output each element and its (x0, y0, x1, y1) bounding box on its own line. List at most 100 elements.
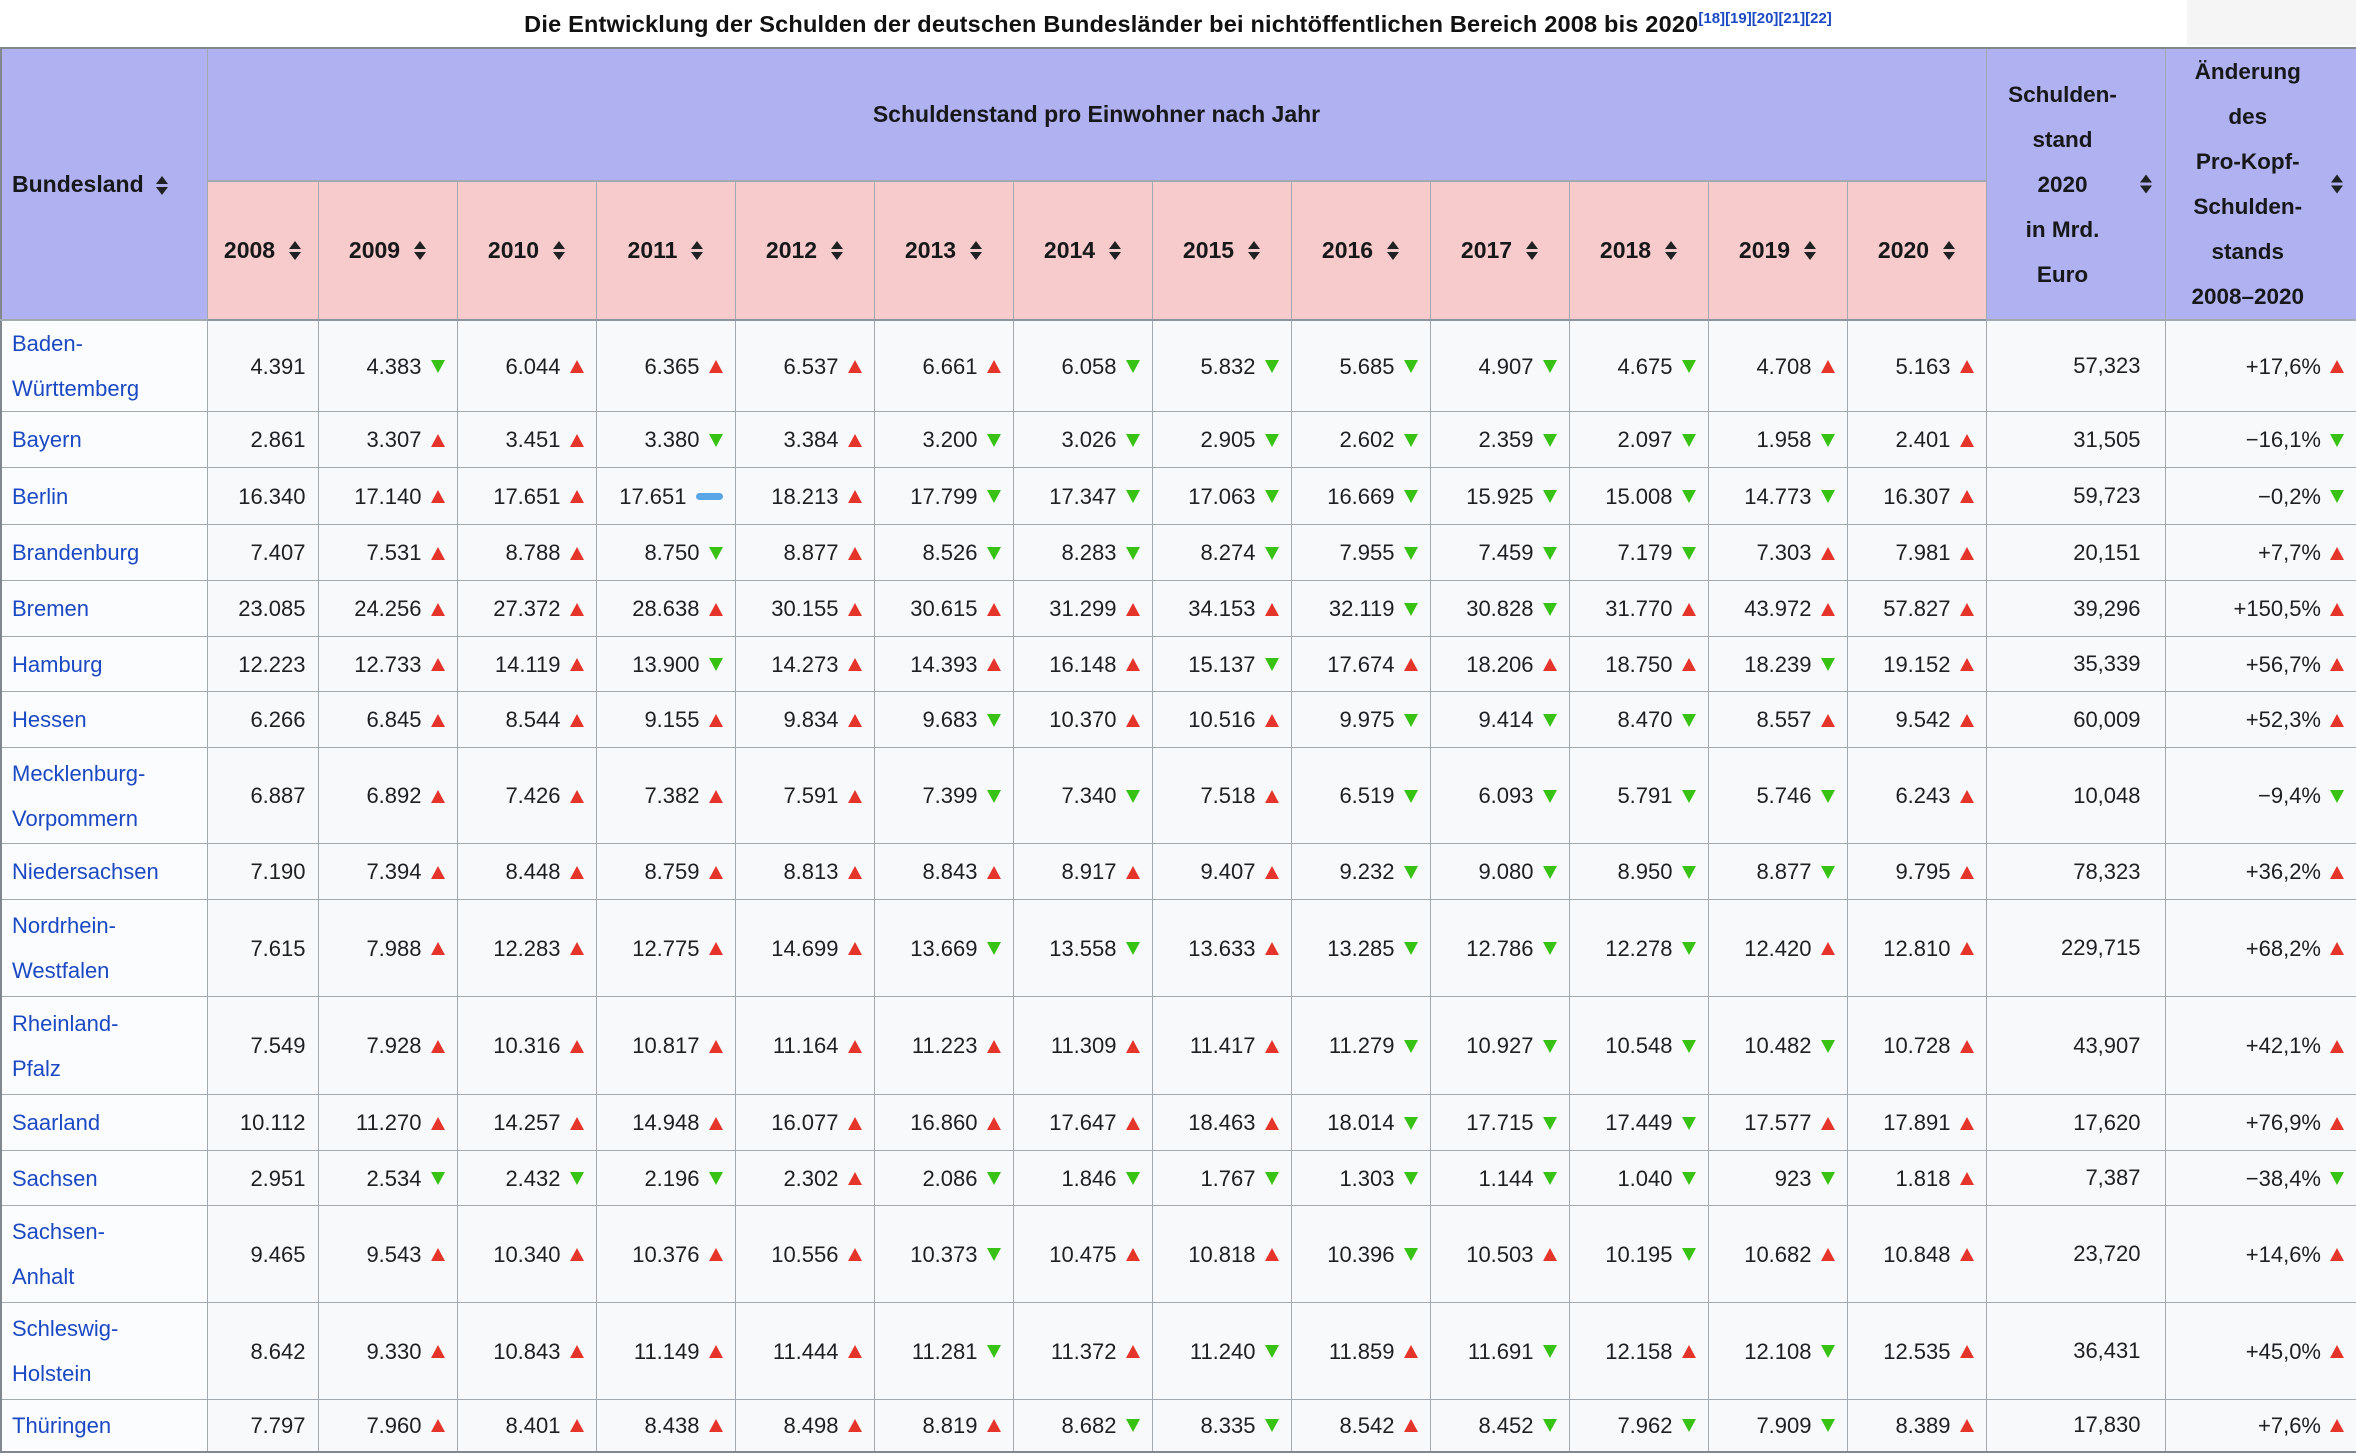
debt-cell-2019: 43.972 (1707, 580, 1848, 637)
column-header-2017[interactable]: 2017 (1429, 180, 1570, 321)
debt-value: 12.158 (1605, 1338, 1673, 1364)
up-trend-icon (847, 1248, 862, 1262)
bundesland-link[interactable]: Niedersachsen (12, 859, 159, 884)
column-header-2013[interactable]: 2013 (873, 180, 1014, 321)
bundesland-link[interactable]: Saarland (12, 1110, 101, 1135)
reference-link[interactable]: [20] (1751, 9, 1779, 27)
column-header-2020[interactable]: 2020 (1846, 180, 1987, 321)
debt-cell-2008: 2.861 (206, 411, 319, 468)
bundesland-link[interactable]: Rheinland- Pfalz (12, 1010, 119, 1081)
down-trend-icon (1125, 1172, 1140, 1186)
bundesland-link[interactable]: Nordrhein- Westfalen (12, 913, 116, 983)
debt-cell-2010: 6.044 (456, 319, 597, 412)
bundesland-header-label: Bundesland (12, 170, 144, 197)
debt-value: 13.669 (910, 935, 978, 961)
debt-value: 11.149 (633, 1338, 700, 1364)
down-trend-icon (1125, 546, 1140, 560)
column-header-2014[interactable]: 2014 (1012, 180, 1153, 321)
debt-cell-2015: 8.335 (1151, 1399, 1292, 1452)
bundesland-link[interactable]: Hamburg (12, 651, 103, 677)
column-header-2019[interactable]: 2019 (1707, 180, 1848, 321)
column-header-debt-2020[interactable]: Schulden- stand 2020 in Mrd. Euro (1985, 47, 2166, 321)
bundesland-link[interactable]: Sachsen- Anhalt (12, 1219, 105, 1289)
debt-value: 6.887 (250, 783, 306, 809)
debt-value: 34.153 (1188, 596, 1256, 622)
reference-link[interactable]: [18] (1698, 9, 1726, 27)
change-cell: −9,4% (2164, 747, 2356, 844)
debt-2020-total-cell: 78,323 (1985, 843, 2166, 900)
debt-cell-2011: 10.376 (595, 1205, 736, 1303)
column-header-change[interactable]: Änderung des Pro-Kopf- Schulden- stands … (2164, 47, 2356, 321)
debt-value: 5.746 (1756, 783, 1812, 809)
column-header-2010[interactable]: 2010 (456, 180, 597, 321)
column-header-2011[interactable]: 2011 (595, 180, 736, 321)
debt-cell-2009: 4.383 (317, 319, 458, 412)
debt-value: 15.008 (1605, 483, 1673, 509)
change-value: −16,1% (2245, 427, 2321, 453)
bundesland-link[interactable]: Thüringen (12, 1412, 112, 1438)
debt-cell-2017: 7.459 (1429, 524, 1570, 581)
debt-cell-2014: 11.372 (1012, 1302, 1153, 1400)
bundesland-link[interactable]: Bayern (12, 427, 82, 452)
down-trend-icon (1542, 546, 1557, 560)
year-label: 2008 (223, 237, 276, 263)
bundesland-link[interactable]: Hessen (12, 707, 87, 732)
column-header-2012[interactable]: 2012 (734, 180, 875, 321)
change-cell: +45,0% (2164, 1302, 2356, 1400)
debt-value: 9.683 (922, 707, 978, 733)
debt-value: 10.482 (1744, 1033, 1812, 1059)
debt-value: 7.988 (366, 935, 422, 961)
down-trend-icon (986, 1172, 1001, 1186)
bundesland-link[interactable]: Brandenburg (12, 540, 140, 565)
debt-value: 14.773 (1744, 483, 1812, 509)
down-trend-icon (2330, 433, 2344, 447)
column-header-2009[interactable]: 2009 (317, 180, 458, 321)
debt-cell-2019: 12.108 (1707, 1302, 1848, 1400)
reference-links: [18][19][20][21][22] (1698, 10, 1831, 27)
debt-value: 8.557 (1756, 707, 1812, 733)
bundesland-link[interactable]: Berlin (12, 483, 69, 509)
bundesland-link[interactable]: Mecklenburg- Vorpommern (12, 760, 146, 831)
down-trend-icon (1820, 1419, 1835, 1433)
reference-link[interactable]: [19] (1725, 9, 1752, 27)
column-header-2015[interactable]: 2015 (1151, 180, 1292, 321)
change-cell: +56,7% (2164, 636, 2356, 692)
bundesland-link[interactable]: Sachsen (12, 1165, 98, 1191)
column-header-2016[interactable]: 2016 (1290, 180, 1431, 321)
table-body: Baden- Württemberg 4.391 4.383 6.044 6.365 6.… (0, 319, 2356, 1452)
up-trend-icon (1820, 713, 1835, 727)
debt-value: 6.365 (644, 353, 700, 379)
table-row: Bayern 2.861 3.307 3.451 3.380 3.384 3.200 3.02… (0, 411, 2356, 468)
debt-value: 10.195 (1605, 1241, 1673, 1267)
up-trend-icon (986, 602, 1001, 616)
debt-value: 6.519 (1339, 783, 1395, 809)
debt-cell-2010: 10.316 (456, 996, 597, 1095)
up-trend-icon (430, 713, 445, 727)
up-trend-icon (986, 1039, 1001, 1053)
column-header-2018[interactable]: 2018 (1568, 180, 1709, 321)
up-trend-icon (1820, 1248, 1835, 1262)
debt-cell-2013: 14.393 (873, 636, 1014, 692)
down-trend-icon (2330, 789, 2344, 803)
down-trend-icon (1820, 789, 1835, 803)
debt-cell-2015: 9.407 (1151, 843, 1292, 900)
debt-value: 7.394 (366, 859, 422, 885)
debt-value: 8.788 (505, 540, 561, 566)
debt-cell-2008: 8.642 (206, 1302, 319, 1400)
row-header: Thüringen (0, 1399, 208, 1452)
column-header-2008[interactable]: 2008 (206, 180, 319, 321)
change-header-label: Änderung des Pro-Kopf- Schulden- stands … (2191, 59, 2305, 309)
column-header-bundesland[interactable]: Bundesland (0, 47, 208, 321)
up-trend-icon (847, 490, 862, 504)
debt-value: 7.340 (1061, 783, 1117, 809)
debt-cell-2019: 17.577 (1707, 1094, 1848, 1151)
reference-link[interactable]: [21] (1778, 9, 1806, 27)
bundesland-link[interactable]: Baden- Württemberg (12, 331, 140, 401)
up-trend-icon (708, 789, 723, 803)
debt-value: 2.951 (250, 1165, 306, 1191)
group-header-label: Schuldenstand pro Einwohner nach Jahr (872, 101, 1321, 127)
reference-link[interactable]: [22] (1805, 9, 1832, 27)
debt-cell-2014: 17.347 (1012, 467, 1153, 525)
bundesland-link[interactable]: Bremen (12, 596, 90, 621)
bundesland-link[interactable]: Schleswig- Holstein (12, 1316, 119, 1386)
